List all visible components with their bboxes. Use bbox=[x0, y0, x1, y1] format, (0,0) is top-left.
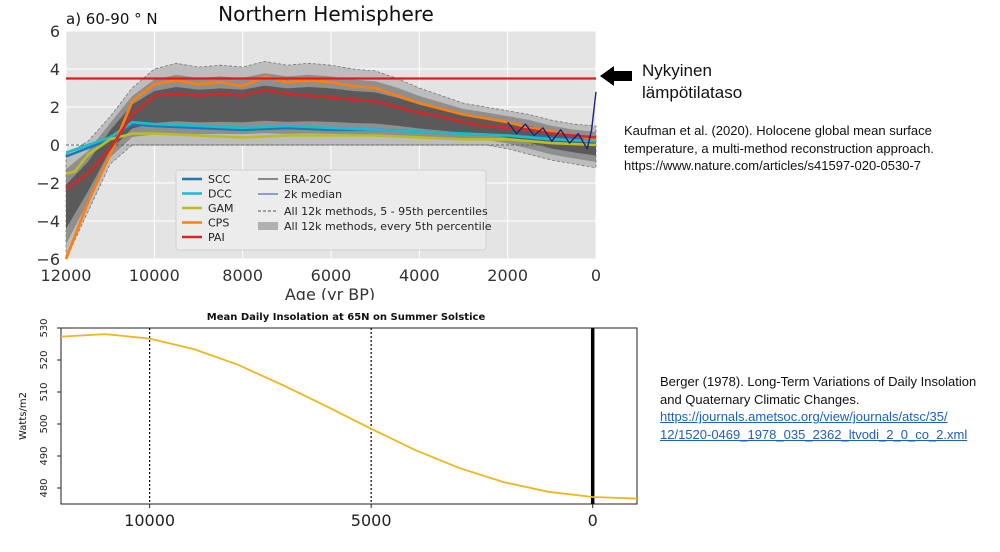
insolation-chart-title: Mean Daily Insolation at 65N on Summer S… bbox=[207, 312, 486, 323]
berger-citation: Berger (1978). Long-Term Variations of D… bbox=[660, 373, 998, 443]
kaufman-citation-line-3: https://www.nature.com/articles/s41597-0… bbox=[624, 158, 921, 173]
insolation-y-tick-label: 500 bbox=[39, 414, 50, 433]
berger-citation-line-2: and Quaternary Climatic Changes. bbox=[660, 391, 860, 407]
kaufman-citation: Kaufman et al. (2020). Holocene global m… bbox=[624, 122, 994, 175]
panel-label: a) 60-90 ° N bbox=[66, 10, 158, 28]
berger-link-line-1[interactable]: https://journals.ametsoc.org/view/journa… bbox=[660, 409, 948, 424]
berger-citation-line-1: Berger (1978). Long-Term Variations of D… bbox=[660, 374, 977, 389]
y-axis-ticks: 6 4 2 0 −2 −4 −6 bbox=[36, 22, 60, 269]
insolation-x-tick-label: 10000 bbox=[124, 511, 175, 530]
insolation-plot-area bbox=[60, 327, 638, 505]
kaufman-citation-line-2: temperature, a multi-method reconstructi… bbox=[624, 140, 934, 156]
x-tick-label: 8000 bbox=[222, 266, 263, 285]
legend-label-pai: PAI bbox=[208, 231, 225, 244]
x-tick-label: 2000 bbox=[487, 266, 528, 285]
insolation-vertical-markers bbox=[149, 328, 595, 504]
insolation-curve bbox=[60, 333, 638, 500]
legend-label-2k-median: 2k median bbox=[284, 188, 342, 201]
y-tick-label: 4 bbox=[50, 60, 60, 79]
present-level-annotation: Nykyinen lämpötilataso bbox=[642, 60, 742, 104]
insolation-y-tick-label: 490 bbox=[39, 446, 50, 465]
legend-label-dcc: DCC bbox=[208, 188, 232, 201]
series-line-pai bbox=[65, 88, 597, 190]
insolation-x-axis-ticks: 10000 5000 0 bbox=[124, 504, 598, 530]
y-tick-label: 2 bbox=[50, 98, 60, 117]
insolation-y-axis-ticks: 530 520 510 500 490 480 bbox=[39, 318, 61, 498]
y-tick-label: −4 bbox=[36, 212, 60, 231]
x-axis-label: Age (yr BP) bbox=[285, 285, 375, 300]
arrow-left-icon bbox=[600, 66, 632, 86]
legend-label-percentiles: All 12k methods, 5 - 95th percentiles bbox=[284, 205, 488, 218]
berger-link-line-2[interactable]: 12/1520-0469_1978_035_2362_ltvodi_2_0_co… bbox=[660, 426, 968, 442]
insolation-x-tick-label: 5000 bbox=[351, 511, 392, 530]
annotation-line-2: lämpötilataso bbox=[642, 83, 743, 102]
insolation-y-tick-label: 510 bbox=[39, 382, 50, 401]
kaufman-citation-line-1: Kaufman et al. (2020). Holocene global m… bbox=[624, 123, 932, 138]
insolation-y-tick-label: 520 bbox=[39, 350, 50, 369]
series-lines bbox=[64, 75, 597, 260]
chart-title: Northern Hemisphere bbox=[218, 2, 434, 26]
legend-label-gam: GAM bbox=[208, 202, 234, 215]
y-tick-label: −6 bbox=[36, 250, 60, 269]
legend-label-scc: SCC bbox=[208, 173, 231, 186]
insolation-y-tick-label: 480 bbox=[39, 478, 50, 497]
legend-box bbox=[175, 169, 487, 251]
legend-references: ERA-20C 2k median All 12k methods, 5 - 9… bbox=[258, 173, 492, 233]
x-axis-ticks: 12000 10000 8000 6000 4000 2000 0 bbox=[41, 266, 602, 285]
legend-label-era20c: ERA-20C bbox=[284, 173, 331, 186]
legend-swatch-every5th bbox=[258, 222, 278, 230]
y-tick-label: 0 bbox=[50, 136, 60, 155]
x-tick-label: 12000 bbox=[41, 266, 92, 285]
x-tick-label: 6000 bbox=[311, 266, 352, 285]
legend-label-cps: CPS bbox=[208, 217, 229, 230]
insolation-x-tick-label: 0 bbox=[588, 511, 598, 530]
annotation-line-1: Nykyinen bbox=[642, 61, 712, 80]
x-tick-label: 0 bbox=[591, 266, 601, 285]
insolation-y-tick-label: 530 bbox=[39, 318, 50, 337]
x-tick-label: 4000 bbox=[399, 266, 440, 285]
series-line-gam bbox=[65, 132, 597, 175]
insolation-y-axis-label: Watts/m2 bbox=[18, 392, 29, 440]
y-tick-label: 6 bbox=[50, 22, 60, 41]
legend-label-every5th: All 12k methods, every 5th percentile bbox=[284, 220, 492, 233]
series-line-dcc bbox=[65, 120, 597, 154]
y-tick-label: −2 bbox=[36, 174, 60, 193]
x-tick-label: 10000 bbox=[129, 266, 180, 285]
series-line-2k-median bbox=[507, 91, 597, 150]
